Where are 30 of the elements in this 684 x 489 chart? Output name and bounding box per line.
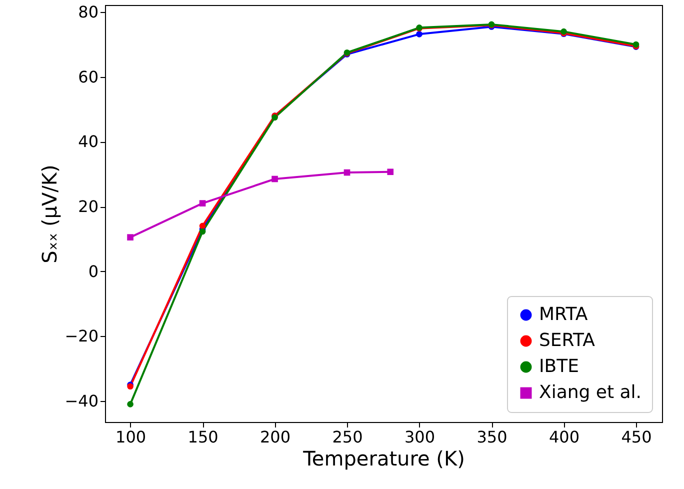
legend-label: MRTA [539,304,588,325]
y-tick-label: 80 [78,2,98,22]
y-tick-label: 20 [78,197,98,216]
legend-label: IBTE [539,356,580,377]
y-tick-label: −40 [64,391,98,410]
y-tick-label: 40 [78,132,98,152]
point [416,31,422,38]
x-tick-label: 400 [548,428,580,446]
y-tick-label: 0 [88,262,98,281]
x-tick-label: 250 [332,428,363,446]
point [127,401,134,408]
point [344,169,350,176]
x-tick-label: 350 [476,428,508,446]
point [272,176,278,182]
legend-label: Xiang et al. [539,382,642,403]
point [387,168,394,176]
point [127,234,134,240]
x-tick-label: 450 [621,428,652,446]
y-tick-label: 60 [78,67,98,86]
y-tick-label: −20 [64,326,98,346]
point [199,200,206,206]
x-tick-label: 150 [188,428,218,446]
x-tick-label: 100 [116,428,146,446]
x-axis-title: Temperature (K) [302,446,465,470]
x-tick-label: 200 [260,428,291,446]
legend-label: SERTA [539,330,596,351]
point [199,222,206,230]
point [199,228,206,235]
x-tick-label: 300 [404,428,436,446]
y-axis-title: Sₓₓ (μV/K) [38,164,62,264]
